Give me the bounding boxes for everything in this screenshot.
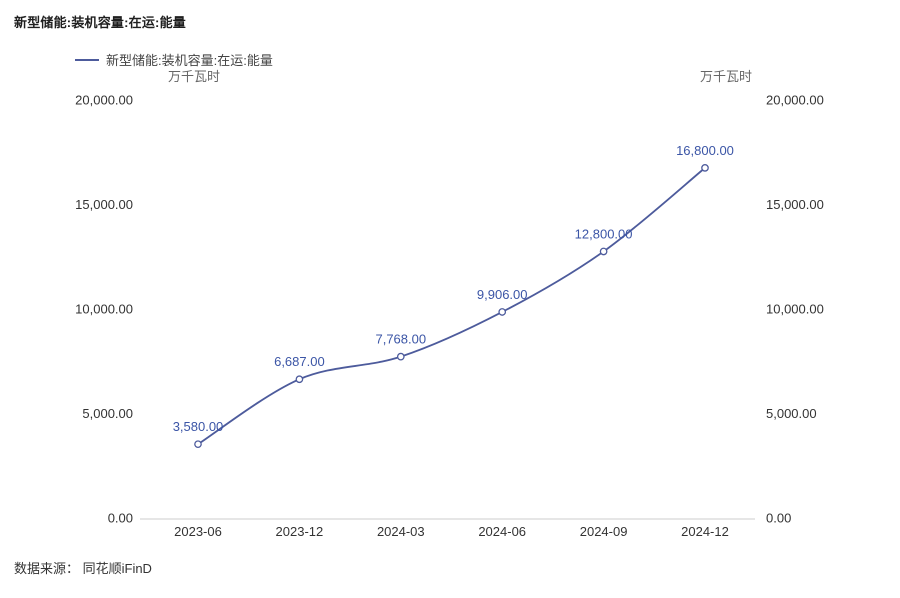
x-axis-tick-label: 2024-03 — [377, 524, 425, 539]
data-point-label: 9,906.00 — [477, 287, 528, 302]
data-point-marker[interactable] — [295, 375, 304, 384]
x-axis-tick-label: 2023-12 — [276, 524, 324, 539]
y-axis-unit-left: 万千瓦时 — [168, 69, 221, 84]
y-axis-tick-label-left: 20,000.00 — [75, 92, 133, 107]
data-point-marker[interactable] — [498, 308, 507, 316]
y-axis-tick-label-right: 15,000.00 — [766, 197, 824, 212]
data-point-marker[interactable] — [701, 164, 709, 172]
data-point-marker[interactable] — [599, 247, 608, 256]
data-point-label: 16,800.00 — [676, 143, 734, 158]
y-axis-tick-label-left: 15,000.00 — [75, 197, 133, 212]
y-axis-tick-label-left: 10,000.00 — [75, 301, 133, 316]
y-axis-tick-label-right: 5,000.00 — [766, 406, 817, 421]
y-axis-tick-label-left: 0.00 — [108, 510, 133, 525]
legend-line-swatch — [75, 58, 99, 61]
x-axis-tick-label: 2024-12 — [681, 524, 729, 539]
y-axis-tick-label-right: 0.00 — [766, 510, 791, 525]
data-point-label: 3,580.00 — [173, 419, 224, 434]
data-point-label: 6,687.00 — [274, 354, 325, 369]
legend-item[interactable]: 新型储能:装机容量:在运:能量 — [75, 50, 273, 69]
data-source-note: 数据来源： 同花顺iFinD — [14, 561, 152, 576]
chart-title: 新型储能:装机容量:在运:能量 — [14, 15, 186, 30]
data-point-label: 12,800.00 — [575, 226, 633, 241]
legend-label: 新型储能:装机容量:在运:能量 — [106, 53, 273, 68]
x-axis-tick-label: 2024-06 — [478, 524, 526, 539]
y-axis-tick-label-right: 20,000.00 — [766, 92, 824, 107]
y-axis-tick-label-right: 10,000.00 — [766, 301, 824, 316]
x-axis-tick-label: 2023-06 — [174, 524, 222, 539]
series-line — [197, 167, 706, 445]
data-point-marker[interactable] — [194, 440, 202, 449]
data-point-label: 7,768.00 — [375, 332, 426, 347]
y-axis-unit-right: 万千瓦时 — [700, 69, 753, 84]
y-axis-tick-label-left: 5,000.00 — [82, 406, 133, 421]
x-axis-tick-label: 2024-09 — [580, 524, 628, 539]
data-point-marker[interactable] — [396, 352, 405, 361]
